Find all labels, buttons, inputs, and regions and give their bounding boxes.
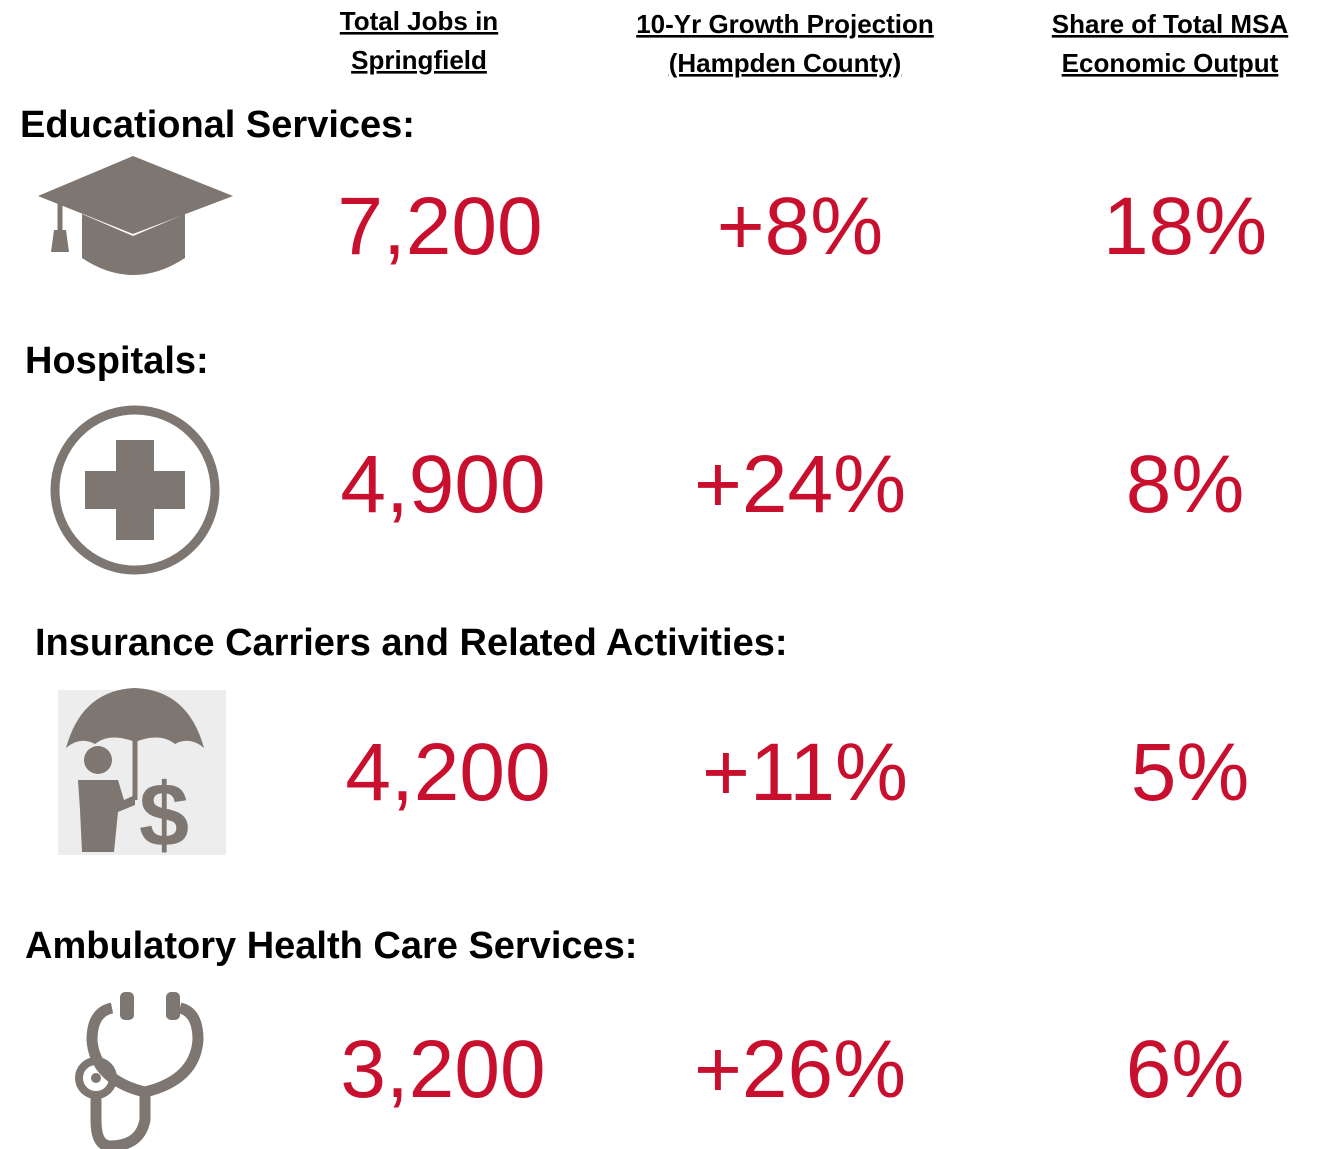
row-label: Educational Services: bbox=[20, 104, 415, 146]
value: 4,900 bbox=[340, 439, 545, 530]
value: 3,200 bbox=[340, 1024, 545, 1115]
hospital-icon bbox=[50, 405, 220, 575]
column-header: (Hampden County) bbox=[669, 48, 902, 78]
value: 5% bbox=[1131, 727, 1250, 818]
column-headers: Total Jobs in Springfield 10-Yr Growth P… bbox=[340, 6, 1289, 78]
value: 4,200 bbox=[345, 727, 550, 818]
row-label: Hospitals: bbox=[25, 340, 209, 382]
graduation-cap-icon bbox=[38, 156, 233, 275]
value: +8% bbox=[717, 181, 883, 272]
value: +24% bbox=[694, 439, 906, 530]
column-header: Springfield bbox=[351, 45, 487, 75]
stethoscope-icon bbox=[75, 992, 204, 1149]
dollar-sign-icon: $ bbox=[139, 766, 189, 866]
value: 6% bbox=[1126, 1024, 1245, 1115]
column-header: Total Jobs in bbox=[340, 6, 498, 36]
row-label: Ambulatory Health Care Services: bbox=[25, 925, 637, 967]
value: +26% bbox=[694, 1024, 906, 1115]
value: 8% bbox=[1126, 439, 1245, 530]
column-header: Economic Output bbox=[1062, 48, 1279, 78]
column-header: Share of Total MSA bbox=[1052, 9, 1289, 39]
row-label: Insurance Carriers and Related Activitie… bbox=[35, 622, 788, 664]
value: +11% bbox=[702, 727, 908, 818]
value: 18% bbox=[1103, 181, 1267, 272]
value: 7,200 bbox=[337, 181, 542, 272]
column-header: 10-Yr Growth Projection bbox=[636, 9, 934, 39]
insurance-icon: $ bbox=[58, 688, 226, 866]
